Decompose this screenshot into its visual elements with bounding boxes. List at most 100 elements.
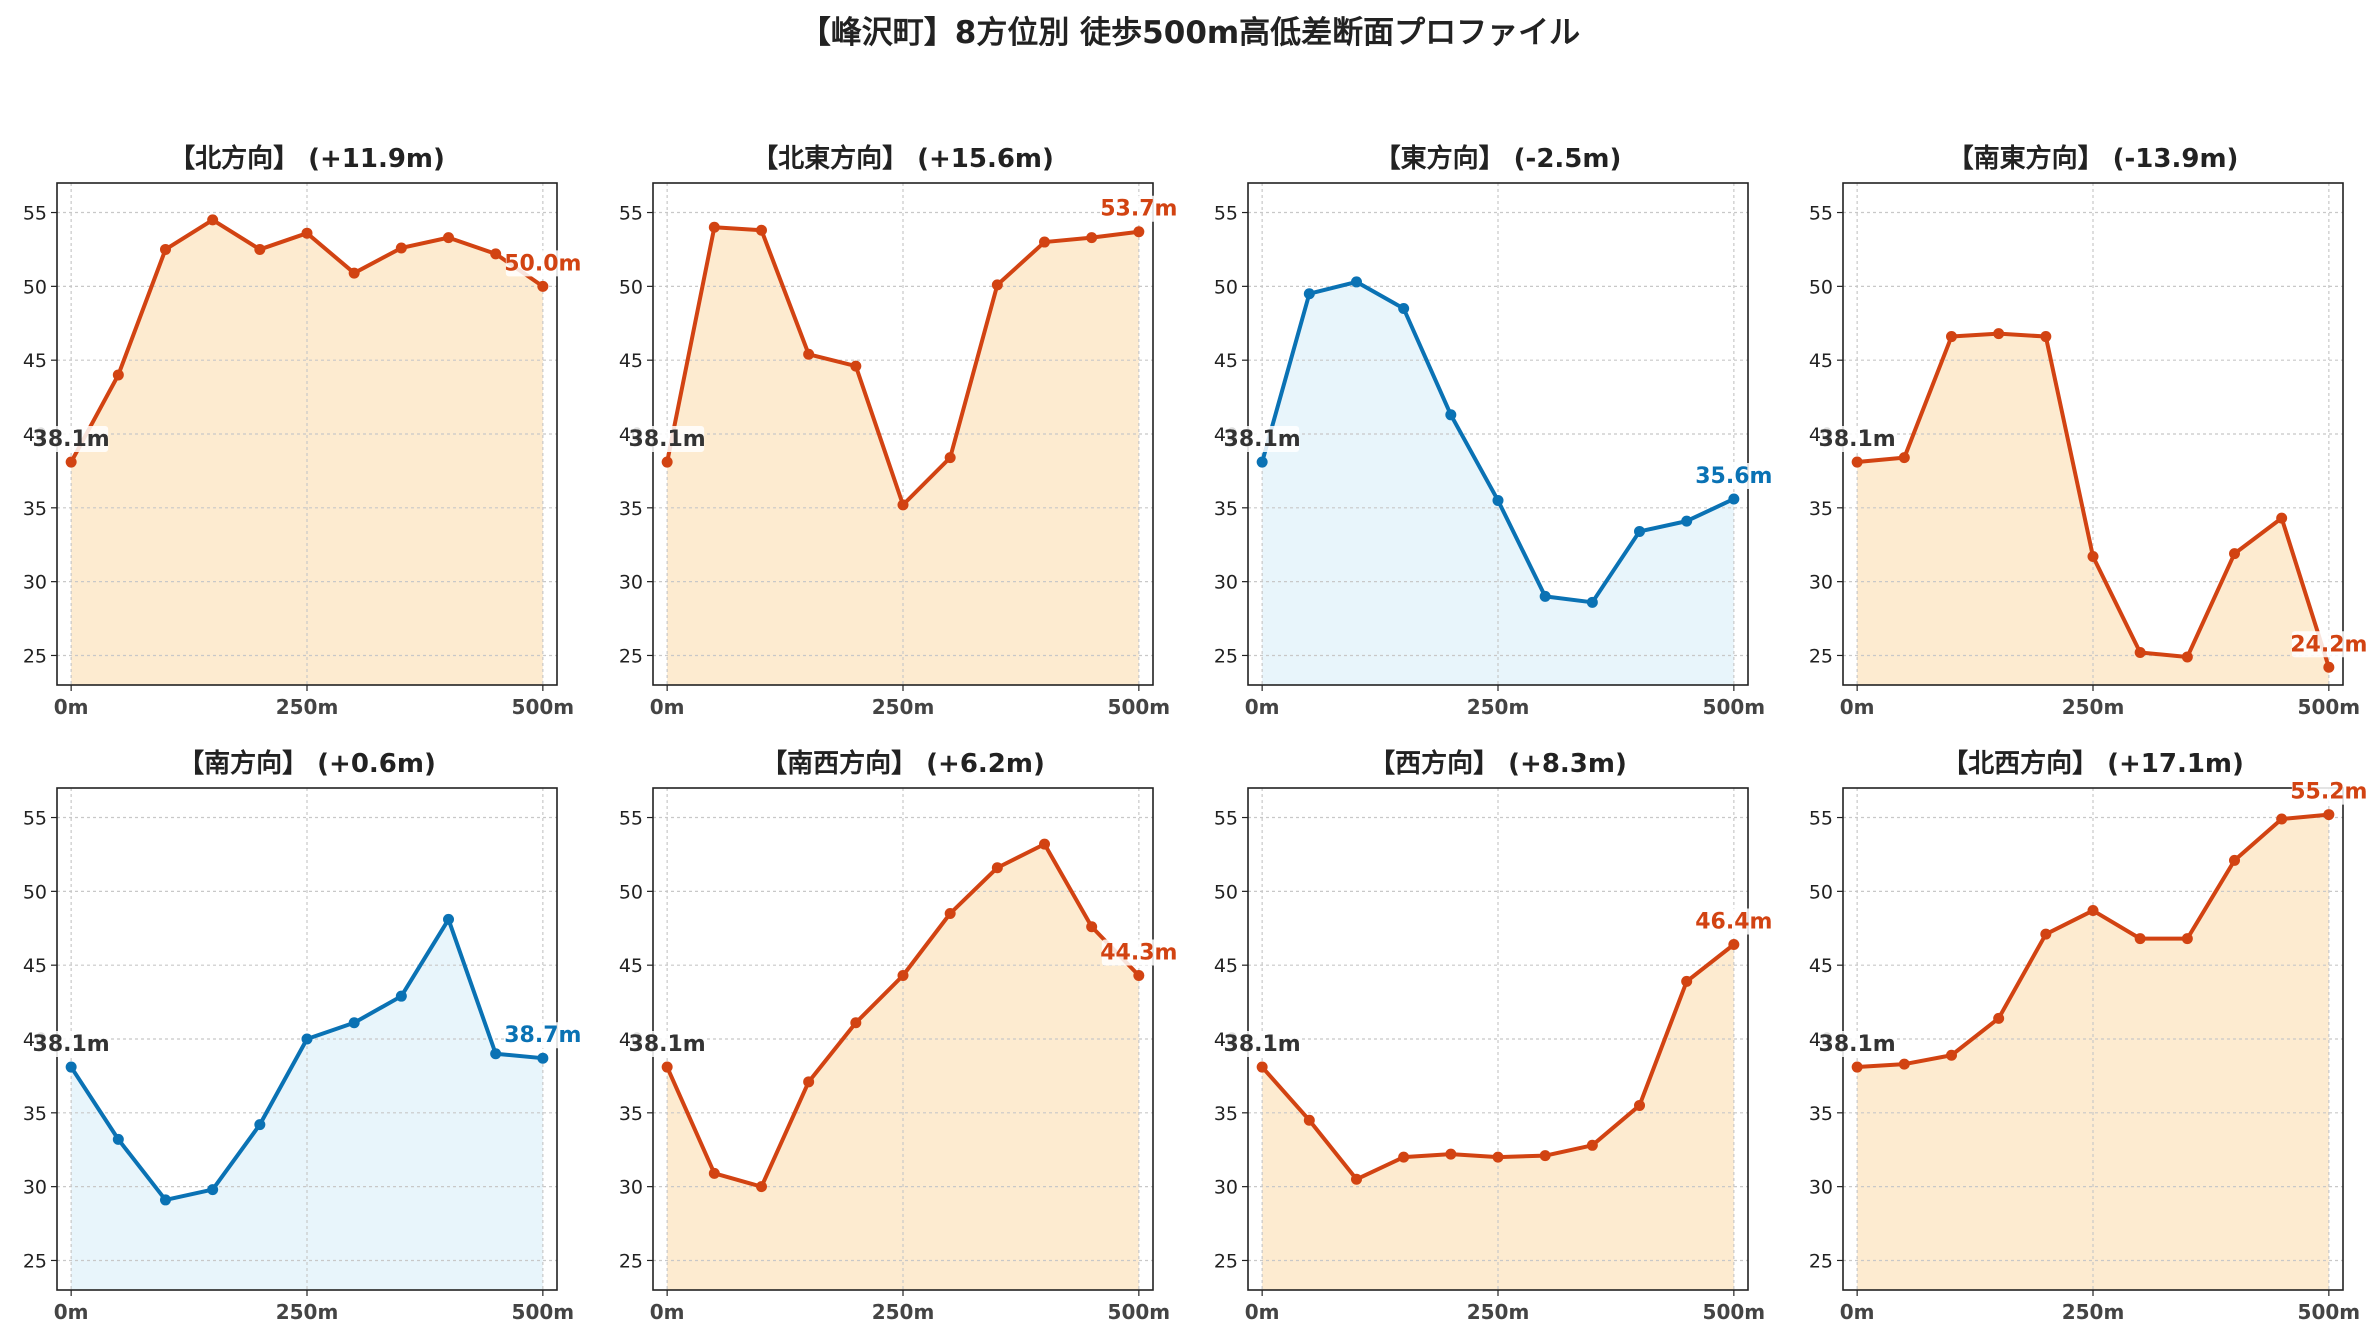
end-elevation-label: 24.2m <box>2290 632 2367 657</box>
y-tick-label: 55 <box>619 808 643 830</box>
x-tick-label: 250m <box>276 1300 339 1324</box>
data-point <box>301 227 313 239</box>
area-fill <box>667 844 1139 1290</box>
data-point <box>1133 226 1145 238</box>
chart-panel-3: 【南東方向】 (-13.9m)253035404550550m250m500m3… <box>1809 143 2368 719</box>
x-tick-label: 500m <box>2298 1300 2361 1324</box>
data-point <box>708 1167 720 1179</box>
data-point <box>850 1017 862 1029</box>
data-point <box>2181 933 2193 945</box>
data-point <box>2276 813 2288 825</box>
y-tick-label: 50 <box>1214 276 1238 298</box>
data-point <box>1492 1151 1504 1163</box>
y-tick-label: 55 <box>23 203 47 225</box>
y-tick-label: 25 <box>23 1250 47 1272</box>
data-point <box>755 224 767 236</box>
data-point <box>1398 303 1410 314</box>
start-elevation-label: 38.1m <box>1819 1032 1896 1057</box>
data-point <box>1945 331 1957 343</box>
end-elevation-label: 50.0m <box>504 251 581 276</box>
data-point <box>1851 456 1863 468</box>
area-fill <box>71 919 543 1290</box>
y-tick-label: 50 <box>23 881 47 903</box>
data-point <box>2276 512 2288 524</box>
data-point <box>490 248 502 260</box>
end-elevation-label-bg <box>2291 631 2366 658</box>
start-elevation-label: 38.1m <box>1819 427 1896 452</box>
start-elevation-label: 38.1m <box>629 1032 706 1057</box>
y-tick-label: 35 <box>1809 1103 1833 1125</box>
data-point <box>395 242 407 254</box>
data-point <box>2134 647 2146 659</box>
data-point <box>2229 854 2241 866</box>
start-elevation-label: 38.1m <box>1224 427 1301 452</box>
start-elevation-label-bg <box>34 426 109 453</box>
x-tick-label: 500m <box>1703 695 1766 719</box>
y-tick-label: 50 <box>619 276 643 298</box>
data-point <box>897 499 909 511</box>
x-tick-label: 500m <box>512 1300 575 1324</box>
y-tick-label: 45 <box>1809 955 1833 977</box>
area-fill <box>1262 281 1734 685</box>
data-point <box>991 862 1003 874</box>
y-tick-label: 35 <box>1214 1103 1238 1125</box>
y-tick-label: 50 <box>23 276 47 298</box>
y-tick-label: 30 <box>1214 1177 1238 1199</box>
data-point <box>2087 905 2099 917</box>
data-point <box>2181 651 2193 663</box>
data-point <box>1133 970 1145 982</box>
data-point <box>944 452 956 464</box>
data-point <box>1851 1061 1863 1073</box>
x-tick-label: 0m <box>1245 695 1280 719</box>
data-point <box>490 1048 502 1060</box>
data-point <box>348 1017 360 1029</box>
data-point <box>1539 1150 1551 1162</box>
data-point <box>1492 494 1504 506</box>
data-point <box>348 267 360 279</box>
x-tick-label: 0m <box>54 695 89 719</box>
data-point <box>1728 939 1740 951</box>
x-tick-label: 500m <box>1108 1300 1171 1324</box>
y-tick-label: 25 <box>619 645 643 667</box>
figure-title: 【峰沢町】8方位別 徒歩500m高低差断面プロファイル <box>800 15 1580 51</box>
chart-panel-0: 【北方向】 (+11.9m)253035404550550m250m500m38… <box>23 143 582 719</box>
y-tick-label: 35 <box>23 498 47 520</box>
chart-panel-6: 【西方向】 (+8.3m)253035404550550m250m500m38.… <box>1214 748 1773 1324</box>
chart-panel-5: 【南西方向】 (+6.2m)253035404550550m250m500m38… <box>619 748 1178 1324</box>
data-point <box>159 1194 171 1206</box>
x-tick-label: 0m <box>650 1300 685 1324</box>
data-point <box>112 1133 124 1145</box>
data-point <box>1993 1012 2005 1024</box>
y-tick-label: 25 <box>1809 1250 1833 1272</box>
x-tick-label: 0m <box>54 1300 89 1324</box>
y-tick-label: 55 <box>23 808 47 830</box>
data-point <box>661 1061 673 1073</box>
y-tick-label: 55 <box>1214 203 1238 225</box>
x-tick-label: 250m <box>872 695 935 719</box>
y-tick-label: 45 <box>23 350 47 372</box>
y-tick-label: 25 <box>619 1250 643 1272</box>
panel-title: 【北東方向】 (+15.6m) <box>752 143 1054 174</box>
data-point <box>1445 409 1457 421</box>
x-tick-label: 0m <box>1840 1300 1875 1324</box>
y-tick-label: 45 <box>619 955 643 977</box>
data-point <box>65 456 77 468</box>
y-tick-label: 30 <box>619 1177 643 1199</box>
panel-title: 【南西方向】 (+6.2m) <box>761 748 1045 779</box>
data-point <box>2040 331 2052 343</box>
data-point <box>1350 276 1362 288</box>
data-point <box>2040 928 2052 940</box>
data-point <box>661 456 673 468</box>
y-tick-label: 30 <box>1809 1177 1833 1199</box>
data-point <box>1898 1058 1910 1070</box>
data-point <box>2323 809 2335 821</box>
y-tick-label: 50 <box>619 881 643 903</box>
data-point <box>1256 1061 1268 1073</box>
data-point <box>112 369 124 381</box>
data-point <box>1586 596 1598 608</box>
data-point <box>755 1181 767 1193</box>
data-point <box>1256 456 1268 468</box>
data-point <box>301 1033 313 1045</box>
y-tick-label: 30 <box>1214 572 1238 594</box>
data-point <box>1681 515 1693 527</box>
